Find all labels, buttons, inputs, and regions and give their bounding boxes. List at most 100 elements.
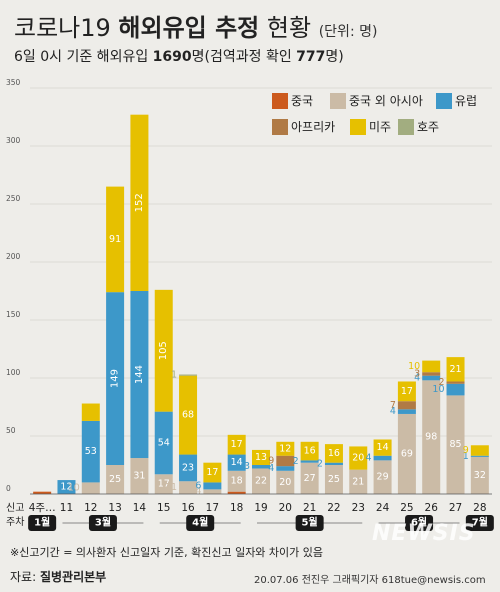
bar-segment xyxy=(154,411,173,475)
legend-swatch xyxy=(350,119,366,135)
bar-segment xyxy=(81,403,100,421)
data-label: 3 xyxy=(244,461,250,472)
legend-label: 중국 외 아시아 xyxy=(349,94,423,108)
x-tick-label: 27 xyxy=(449,502,462,514)
data-label: 22 xyxy=(255,476,267,487)
bar-segment xyxy=(324,462,343,465)
bar-segment xyxy=(446,381,465,384)
data-label: 149 xyxy=(110,369,121,388)
bar-segment xyxy=(203,489,222,494)
data-label: 10 xyxy=(68,483,80,494)
data-label: 17 xyxy=(231,439,243,450)
legend-label: 미주 xyxy=(369,120,391,134)
month-label: 5월 xyxy=(302,517,318,529)
bar-segment xyxy=(81,482,100,494)
legend-swatch xyxy=(272,119,288,135)
bar-segment xyxy=(470,445,489,456)
bar-segment xyxy=(179,481,198,494)
legend-swatch xyxy=(398,119,414,135)
x-tick-label: 25 xyxy=(400,502,413,514)
bar-segment xyxy=(227,470,246,492)
x-tick-label: 23 xyxy=(352,502,365,514)
bar-segment xyxy=(252,465,270,469)
bar-segment xyxy=(422,380,441,494)
bar-segment xyxy=(373,439,392,456)
month-label: 4월 xyxy=(192,517,208,529)
subtitle-middle: 명(검역과정 확인 xyxy=(191,49,292,65)
data-label: 4 xyxy=(268,463,274,474)
month-label: 3월 xyxy=(95,517,111,529)
bar-segment xyxy=(81,420,100,483)
bar-segment xyxy=(397,401,416,410)
data-label: 6 xyxy=(195,480,201,491)
title-tail: 현황 xyxy=(266,14,312,42)
legend-swatch xyxy=(436,93,452,109)
bar-segment xyxy=(422,375,441,381)
data-label: 18 xyxy=(231,476,243,487)
bar-segment xyxy=(276,455,295,467)
data-label: 32 xyxy=(474,470,486,481)
x-tick-label: 21 xyxy=(303,502,316,514)
bar-segment xyxy=(252,449,270,465)
y-tick-label: 200 xyxy=(6,252,21,261)
x-tick-label: 14 xyxy=(133,502,147,514)
bar-segment xyxy=(154,474,173,494)
month-badge xyxy=(186,515,215,531)
data-label: 17 xyxy=(158,479,170,490)
data-label: 13 xyxy=(255,452,267,463)
bar-segment xyxy=(227,434,246,455)
bar-segment xyxy=(276,466,295,471)
bar-segment xyxy=(154,289,173,412)
bar-segment xyxy=(227,491,246,494)
bar-segment xyxy=(227,454,246,471)
x-tick-label: 26 xyxy=(425,502,439,514)
data-label: 9 xyxy=(268,455,274,466)
x-tick-label: 22 xyxy=(327,502,340,514)
subtitle-total: 1690 xyxy=(152,49,192,65)
x-tick-label: 11 xyxy=(60,502,73,514)
data-label: 7 xyxy=(390,400,396,411)
data-label: 91 xyxy=(109,234,121,245)
data-label: 9 xyxy=(463,445,469,456)
data-label: 4 xyxy=(414,373,420,384)
data-label: 1 xyxy=(171,370,177,381)
bar-segment xyxy=(276,470,295,494)
bar-segment xyxy=(446,357,465,382)
bar-segment xyxy=(300,460,319,463)
y-tick-label: 250 xyxy=(6,194,21,203)
month-badge xyxy=(465,515,494,531)
bar-segment xyxy=(349,469,368,494)
data-label: 68 xyxy=(182,410,194,421)
data-label: 98 xyxy=(425,432,437,443)
bar-segment xyxy=(397,413,416,494)
y-tick-label: 150 xyxy=(6,310,21,319)
x-tick-label: 12 xyxy=(84,502,97,514)
subtitle-prefix: 6일 0시 기준 해외유입 xyxy=(14,49,149,65)
bar-segment xyxy=(106,292,125,465)
data-label: 25 xyxy=(109,474,121,485)
data-label: 29 xyxy=(377,472,389,483)
bar-segment xyxy=(397,409,416,414)
source-name: 질병관리본부 xyxy=(39,570,107,584)
data-label: 23 xyxy=(182,462,194,473)
month-label: 7월 xyxy=(472,517,488,529)
data-label: 4 xyxy=(390,406,396,417)
data-label: 2 xyxy=(317,458,323,469)
data-label: 20 xyxy=(279,477,291,488)
data-label: 10 xyxy=(408,361,420,372)
bar-segment xyxy=(57,480,76,494)
y-tick-label: 350 xyxy=(6,78,21,87)
data-label: 105 xyxy=(158,341,169,360)
x-axis-caption: 신고 xyxy=(6,502,24,514)
legend-swatch xyxy=(330,93,346,109)
bar-segment xyxy=(422,372,441,376)
bar-segment xyxy=(324,444,343,463)
data-label: 85 xyxy=(449,439,461,450)
newsis-logo: NEWSIS xyxy=(372,521,476,546)
bar-segment xyxy=(33,491,52,494)
bar-segment xyxy=(300,441,319,461)
title-bold: 해외유입 추정 xyxy=(118,14,260,42)
y-tick-label: 100 xyxy=(6,368,21,377)
legend-swatch xyxy=(272,93,288,109)
data-label: 17 xyxy=(401,386,413,397)
